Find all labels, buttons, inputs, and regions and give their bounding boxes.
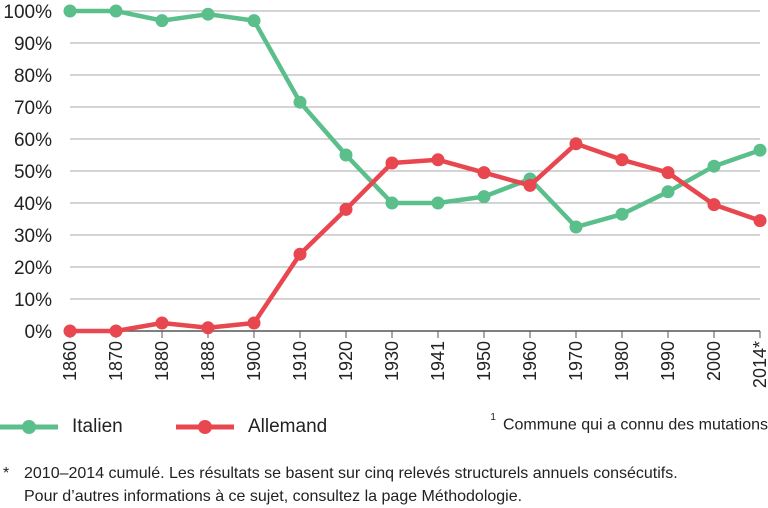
- data-point[interactable]: [753, 214, 767, 228]
- y-tick-label: 10%: [14, 290, 52, 311]
- x-tick-label: 2000: [704, 341, 724, 381]
- y-tick-label: 40%: [14, 194, 52, 215]
- gridlines: [69, 10, 761, 338]
- legend-swatch-allemand: [176, 420, 234, 434]
- x-tick-label: 1970: [566, 341, 586, 381]
- x-axis-ticks: 1860 1870 1880 1888 1900 1910 1920 1930 1941 1950…: [60, 341, 768, 388]
- y-axis-ticks: 0% 10% 20% 30% 40% 50% 60% 70% 80% 90% 100%: [3, 2, 52, 343]
- legend-item-italien[interactable]: Italien: [0, 411, 123, 443]
- footnote-marker: 1: [490, 412, 496, 423]
- series-line: [67, 141, 763, 334]
- data-point[interactable]: [155, 316, 169, 330]
- data-point[interactable]: [155, 14, 169, 28]
- x-tick-label: 1900: [244, 341, 264, 381]
- data-point[interactable]: [201, 321, 215, 335]
- series-allemand: [63, 137, 767, 338]
- data-point[interactable]: [477, 190, 491, 204]
- x-tick-label: 1880: [152, 341, 172, 381]
- series-line: [67, 8, 763, 230]
- legend-label-italien: Italien: [72, 416, 123, 437]
- data-point[interactable]: [339, 148, 353, 162]
- data-point[interactable]: [63, 4, 77, 18]
- x-tick-label: 1941: [428, 341, 448, 381]
- data-point[interactable]: [569, 137, 583, 151]
- data-point[interactable]: [293, 95, 307, 109]
- series-italien: [63, 4, 767, 234]
- x-tick-label: 1950: [474, 341, 494, 381]
- y-tick-label: 90%: [14, 34, 52, 55]
- footnote-mutations: 1 Commune qui a connu des mutations: [490, 412, 768, 434]
- x-tick-label: 1870: [106, 341, 126, 381]
- legend: Italien Allemand: [0, 411, 768, 443]
- y-tick-label: 30%: [14, 226, 52, 247]
- y-tick-label: 100%: [3, 2, 52, 23]
- data-point[interactable]: [63, 324, 77, 338]
- data-point[interactable]: [385, 196, 399, 210]
- x-tick-label: 1960: [520, 341, 540, 381]
- data-point[interactable]: [293, 247, 307, 261]
- data-point[interactable]: [569, 220, 583, 234]
- data-point[interactable]: [523, 178, 537, 192]
- x-tick-label: 1910: [290, 341, 310, 381]
- legend-label-allemand: Allemand: [248, 416, 328, 437]
- x-tick-label: 1990: [658, 341, 678, 381]
- data-point[interactable]: [615, 207, 629, 221]
- data-point[interactable]: [247, 316, 261, 330]
- data-point[interactable]: [431, 153, 445, 167]
- data-point[interactable]: [661, 166, 675, 180]
- data-point[interactable]: [707, 159, 721, 173]
- x-tick-label: 1920: [336, 341, 356, 381]
- y-tick-label: 50%: [14, 162, 52, 183]
- note-line-2: Pour d’autres informations à ce sujet, c…: [24, 488, 523, 505]
- data-point[interactable]: [753, 143, 767, 157]
- x-tick-label: 1860: [60, 341, 80, 381]
- data-point[interactable]: [339, 202, 353, 216]
- data-point[interactable]: [707, 198, 721, 212]
- x-tick-label: 1930: [382, 341, 402, 381]
- legend-swatch-italien: [0, 420, 58, 434]
- footnote-text: Commune qui a connu des mutations: [502, 416, 768, 434]
- data-point[interactable]: [201, 7, 215, 21]
- data-point[interactable]: [661, 185, 675, 199]
- data-point[interactable]: [109, 4, 123, 18]
- note-marker: *: [3, 465, 10, 482]
- methodology-note: * 2010–2014 cumulé. Les résultats se bas…: [0, 462, 678, 508]
- x-tick-label: 2014*: [750, 341, 768, 388]
- note-line-1: 2010–2014 cumulé. Les résultats se basen…: [24, 465, 678, 482]
- data-point[interactable]: [247, 14, 261, 28]
- y-tick-label: 70%: [14, 98, 52, 119]
- y-tick-label: 0%: [25, 322, 53, 343]
- data-point[interactable]: [477, 166, 491, 180]
- legend-item-allemand[interactable]: Allemand: [176, 411, 327, 443]
- data-point[interactable]: [615, 153, 629, 167]
- data-point[interactable]: [385, 156, 399, 170]
- y-tick-label: 80%: [14, 66, 52, 87]
- line-chart: 0%10%20%30%40%50%60%70%80%90%100% 1860 18…: [3, 2, 768, 388]
- x-tick-label: 1888: [198, 341, 218, 381]
- series-layer: [63, 4, 767, 338]
- data-point[interactable]: [431, 196, 445, 210]
- data-point[interactable]: [109, 324, 123, 338]
- y-tick-label: 60%: [14, 130, 52, 151]
- x-tick-label: 1980: [612, 341, 632, 381]
- y-tick-label: 20%: [14, 258, 52, 279]
